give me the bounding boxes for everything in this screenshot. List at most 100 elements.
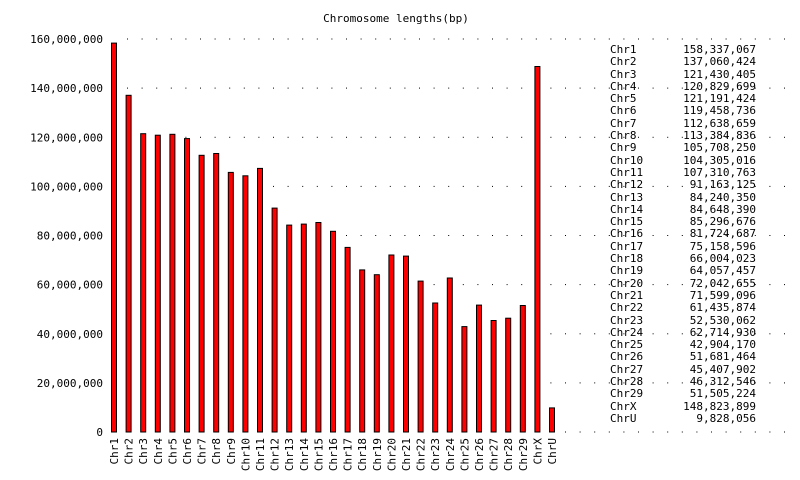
legend-category: Chr1	[610, 43, 637, 56]
legend-category: Chr7	[610, 116, 637, 130]
chart-title: Chromosome lengths(bp)	[323, 12, 469, 25]
grid-dot	[652, 431, 654, 433]
grid-dot	[681, 38, 683, 40]
legend-value: 148,823,899	[683, 399, 756, 413]
grid-dot	[360, 185, 362, 187]
grid-dot	[754, 382, 756, 384]
grid-dot	[404, 38, 406, 40]
grid-dot	[623, 431, 625, 433]
bar-chr3	[140, 133, 147, 433]
legend-category: Chr27	[610, 362, 644, 376]
grid-dot	[506, 38, 508, 40]
bar-chr16	[330, 230, 336, 433]
grid-dot	[404, 136, 406, 138]
grid-dot	[535, 38, 537, 40]
grid-dot	[229, 136, 231, 138]
grid-dot	[316, 136, 318, 138]
grid-dot	[462, 38, 464, 40]
grid-dot	[258, 87, 260, 89]
legend-row: Chr21 71,599,096	[610, 289, 756, 302]
grid-dot	[667, 431, 669, 433]
grid-dot	[185, 136, 187, 138]
grid-dot	[579, 235, 581, 236]
legend-value: 62,714,930	[689, 325, 756, 339]
x-tick-label: Chr17	[342, 438, 355, 471]
legend-row: Chr6 119,458,736	[610, 105, 756, 118]
grid-dot	[638, 38, 639, 40]
grid-dot	[579, 333, 581, 335]
x-tick-label: Chr1	[108, 438, 121, 465]
grid-dot	[711, 185, 712, 187]
x-tick-label: Chr18	[356, 438, 369, 471]
legend-value: 61,435,874	[689, 301, 756, 315]
grid-dot	[550, 382, 552, 384]
legend-value: 72,042,655	[689, 276, 756, 290]
grid-dot	[302, 87, 304, 89]
grid-dot	[696, 87, 698, 89]
grid-dot	[594, 235, 596, 236]
grid-dot	[667, 136, 669, 138]
grid-dot	[681, 333, 683, 335]
grid-dot	[316, 87, 318, 89]
legend-category: ChrX	[610, 399, 637, 413]
grid-dot	[754, 235, 756, 236]
x-tick-label: Chr2	[123, 438, 136, 465]
grid-dot	[462, 136, 464, 138]
grid-dot	[273, 136, 274, 138]
x-tick-label: ChrX	[531, 438, 544, 465]
y-axis: 0 20,000,000 40,000,000 60,000,000 80,000,00…	[30, 33, 103, 439]
grid-dot	[492, 185, 493, 187]
grid-dot	[448, 235, 450, 236]
grid-dot	[331, 185, 333, 187]
grid-dot	[565, 136, 566, 138]
grid-dot	[740, 38, 742, 40]
x-tick-label: Chr7	[196, 438, 209, 465]
grid-dot	[784, 185, 785, 187]
x-tick-label: Chr9	[225, 438, 238, 465]
grid-dot	[214, 136, 216, 138]
bar-chr24	[446, 277, 453, 433]
x-tick-label: Chr3	[137, 438, 150, 465]
grid-dot	[681, 431, 683, 433]
grid-dot	[419, 38, 420, 40]
grid-dot	[565, 185, 566, 187]
grid-dot	[769, 235, 771, 236]
grid-dot	[214, 87, 216, 89]
grid-dot	[652, 87, 654, 89]
grid-dot	[419, 185, 420, 187]
grid-dot	[200, 87, 201, 89]
bar-chr5	[169, 133, 176, 433]
legend-value: 46,312,546	[689, 375, 756, 389]
bar-chru	[549, 407, 555, 433]
bar-chr14	[300, 223, 307, 433]
grid-dot	[521, 185, 523, 187]
grid-dot	[360, 136, 362, 138]
grid-dot	[784, 333, 785, 335]
bar-chr6	[184, 138, 190, 433]
legend-value: 45,407,902	[689, 362, 756, 376]
grid-dot	[623, 382, 625, 384]
grid-dot	[273, 87, 274, 89]
grid-dot	[681, 284, 683, 286]
grid-dot	[594, 87, 596, 89]
legend-value: 120,829,699	[683, 79, 756, 93]
legend-row: Chr19 64,057,457	[610, 265, 756, 278]
grid-dot	[346, 38, 347, 40]
legend-value: 105,708,250	[683, 141, 756, 155]
value-legend: Chr1 158,337,067 Chr2 137,060,424 Chr3 121,43…	[610, 43, 756, 425]
grid-dot	[433, 185, 435, 187]
legend-value: 51,681,464	[689, 350, 756, 364]
legend-category: Chr28	[610, 375, 644, 389]
grid-dot	[769, 333, 771, 335]
grid-dot	[360, 87, 362, 89]
grid-dot	[696, 431, 698, 433]
grid-dot	[375, 38, 377, 40]
grid-dot	[258, 38, 260, 40]
x-tick-label: Chr28	[502, 438, 515, 471]
legend-category: Chr20	[610, 276, 644, 290]
grid-dot	[754, 284, 756, 286]
bar-chr21	[403, 255, 409, 433]
y-tick-label: 60,000,000	[37, 279, 103, 292]
grid-dot	[784, 382, 785, 384]
x-tick-label: Chr20	[385, 438, 398, 471]
